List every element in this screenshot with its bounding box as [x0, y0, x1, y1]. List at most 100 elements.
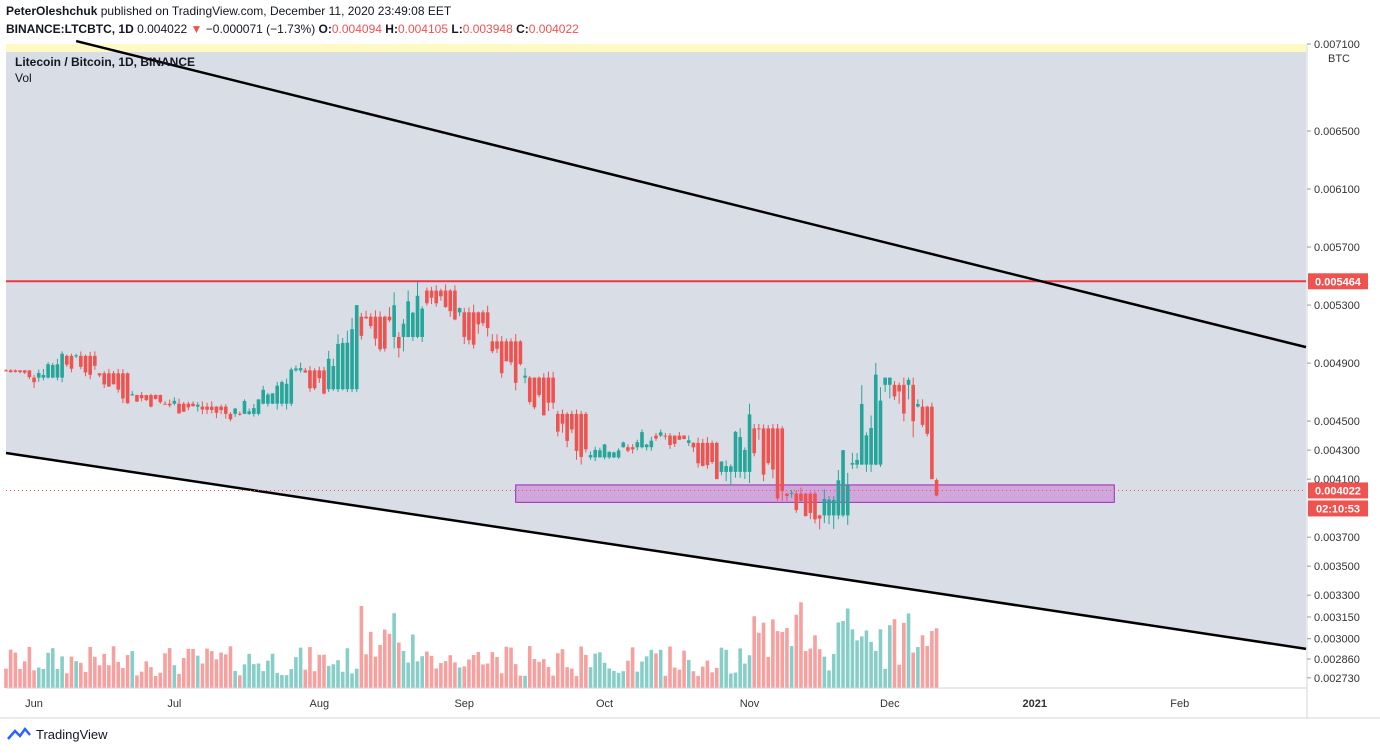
volume-bar [214, 659, 219, 688]
volume-bar [743, 663, 747, 688]
volume-bar [326, 665, 331, 688]
volume-bar [850, 629, 855, 688]
volume-bar [817, 649, 822, 688]
candle-body [803, 493, 808, 517]
candle-body [116, 373, 121, 390]
ohlc-line: BINANCE:LTCBTC, 1D 0.004022 ▼ −0.000071 … [6, 22, 579, 36]
candle-body [247, 411, 251, 414]
candle-body [658, 432, 663, 436]
volume-bar [387, 633, 392, 688]
candle-body [644, 444, 649, 448]
volume-bar [761, 622, 766, 688]
candle-body [752, 428, 757, 454]
candle-body [266, 394, 270, 404]
candle-body [640, 432, 644, 448]
candle-body [453, 290, 457, 320]
series-title[interactable]: Litecoin / Bitcoin, 1D, BINANCE [15, 55, 196, 69]
price-axis[interactable]: 0.007100 0.006500 0.006100 0.005700 0.005300… [1307, 39, 1368, 685]
candle-body [593, 449, 598, 458]
tradingview-wordmark: TradingView [36, 726, 108, 742]
volume-bar [831, 653, 836, 688]
candle-body [261, 389, 265, 404]
volume-bar [462, 666, 467, 688]
volume-bar [841, 620, 845, 688]
volume-bar [700, 666, 705, 688]
volume-bar [102, 653, 107, 688]
volume-bar [757, 632, 761, 688]
volume-bar [822, 656, 827, 688]
volume-bar [916, 646, 920, 688]
candle-body [817, 515, 822, 519]
volume-bar [425, 651, 429, 688]
time-tick-label: Jul [167, 698, 181, 710]
volume-bar [827, 670, 831, 688]
candle-body [336, 343, 340, 390]
bar-countdown-badge-bg [1308, 500, 1368, 517]
volume-bar [139, 671, 144, 688]
time-tick-label: Nov [740, 698, 760, 710]
candle-body [775, 428, 780, 499]
volume-bar [602, 662, 607, 688]
time-axis[interactable]: Jun Jul Aug Sep Oct Nov Dec 2021 Feb [25, 698, 1189, 710]
candle-body [499, 341, 504, 374]
candle-body [359, 316, 364, 336]
candle-body [523, 375, 527, 378]
candle-body [368, 316, 373, 327]
candle-body [457, 308, 462, 313]
volume-bar [560, 649, 565, 688]
volume-bar [191, 649, 195, 688]
candle-body [920, 406, 925, 425]
candle-body [780, 428, 785, 492]
volume-bar [471, 654, 476, 688]
candle-body [649, 440, 654, 448]
volume-bar [719, 647, 724, 688]
candle-body [630, 447, 635, 450]
high-label: H: [385, 22, 398, 36]
volume-bar [869, 641, 873, 688]
author-name[interactable]: PeterOleshchuk [6, 4, 98, 18]
candle-body [747, 414, 752, 472]
volume-bar [93, 656, 97, 688]
price-tick-label: 0.003300 [1314, 590, 1360, 602]
volume-bar [238, 675, 242, 688]
candle-body [892, 384, 897, 397]
candle-body [700, 442, 705, 466]
close-label: C: [516, 22, 529, 36]
candle-body [32, 377, 36, 383]
volume-bar [906, 613, 911, 688]
volume-bar [69, 656, 74, 688]
candle-body [270, 393, 275, 404]
volume-bar [883, 668, 887, 688]
volume-bar [799, 602, 803, 688]
volume-bar [443, 661, 448, 688]
candle-body [191, 403, 195, 407]
candle-body [588, 455, 593, 458]
price-tick-label: 0.006500 [1314, 126, 1360, 138]
volume-bar [50, 648, 55, 688]
volume-bar [266, 660, 270, 688]
candle-body [135, 395, 139, 402]
candle-body [350, 329, 354, 390]
candle-body [41, 374, 46, 378]
volume-legend[interactable]: Vol [15, 71, 32, 85]
candle-body [513, 341, 518, 383]
candle-body [541, 377, 546, 416]
lower-channel-line [5, 451, 1307, 651]
volume-bar [780, 632, 785, 688]
candle-body [93, 355, 97, 366]
volume-bar [485, 663, 490, 688]
candle-body [691, 442, 696, 448]
volume-bar [658, 649, 663, 688]
volume-bar [546, 666, 551, 688]
tradingview-logo[interactable]: TradingView [6, 726, 108, 742]
candle-body [743, 450, 747, 472]
volume-bar [930, 631, 934, 688]
price-tick-label: 0.007100 [1314, 39, 1360, 51]
candle-body [710, 442, 714, 463]
volume-bar [570, 668, 574, 688]
volume-bar [401, 650, 406, 688]
volume-bar [4, 668, 8, 688]
time-tick-label: Aug [310, 698, 330, 710]
volume-bar [663, 675, 668, 688]
